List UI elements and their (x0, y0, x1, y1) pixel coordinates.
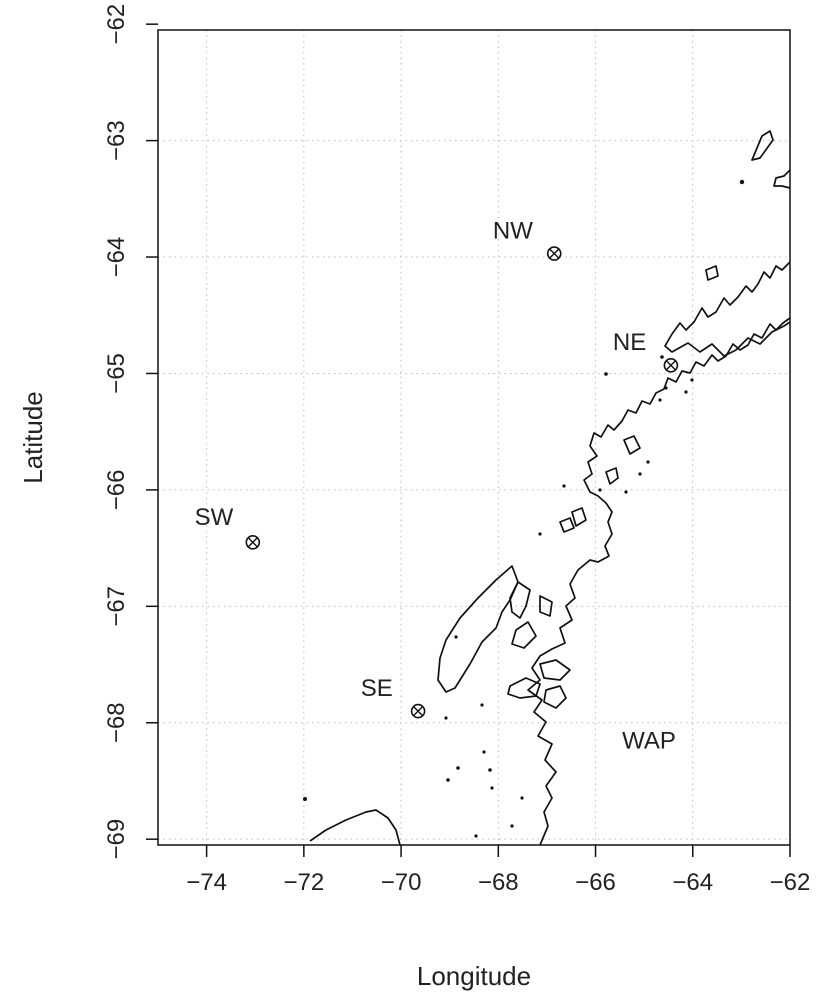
y-tick-label: −62 (103, 4, 130, 45)
y-tick-label: −67 (103, 586, 130, 627)
x-axis-ticks: −74 −72 −70 −68 −66 −64 −62 (186, 845, 810, 896)
y-axis-ticks: −62 −63 −64 −65 −66 −67 −68 −69 (103, 4, 158, 860)
islet-13 (480, 703, 484, 707)
islet-17 (482, 750, 486, 754)
site-marker-cross (665, 360, 676, 371)
antarctic-peninsula-coastline (303, 130, 791, 846)
y-tick-label: −68 (103, 702, 130, 743)
islet-24 (638, 472, 642, 476)
site-label-se: SE (361, 675, 393, 702)
y-tick-label: −63 (103, 120, 130, 161)
northern-island (751, 130, 774, 161)
x-tick-label: −66 (575, 869, 616, 896)
islet-25 (646, 460, 650, 464)
plot-frame (157, 29, 791, 846)
island-8 (623, 435, 641, 455)
island-3 (511, 621, 537, 649)
islet-1 (739, 179, 745, 185)
site-labels: NW NE SW SE (195, 217, 647, 702)
y-tick-label: −69 (103, 819, 130, 860)
y-tick-label: −64 (103, 237, 130, 278)
islet-14 (444, 716, 448, 720)
islet-8 (604, 372, 608, 376)
island-11 (705, 265, 719, 281)
islet-9 (562, 484, 566, 488)
site-marker-cross (247, 537, 258, 548)
islet-15 (446, 778, 450, 782)
islet-12 (490, 786, 494, 790)
island-2 (539, 595, 553, 617)
grid-lines (158, 30, 790, 845)
islet-21 (454, 635, 458, 639)
x-tick-label: −72 (283, 869, 324, 896)
islet-11 (488, 768, 492, 772)
x-tick-label: −64 (672, 869, 713, 896)
peninsula-west-coastline (527, 317, 791, 846)
islet-4 (664, 386, 668, 390)
site-label-sw: SW (195, 504, 234, 531)
islet-22 (598, 488, 602, 492)
island-9 (571, 507, 587, 527)
y-tick-label: −65 (103, 353, 130, 394)
islet-10 (538, 532, 542, 536)
islet-18 (520, 796, 524, 800)
island-4 (539, 659, 571, 681)
site-label-ne: NE (613, 329, 646, 356)
sampling-sites (245, 246, 679, 719)
site-marker-cross (549, 248, 560, 259)
islet-20 (474, 834, 478, 838)
region-label: WAP (622, 727, 676, 754)
islet-6 (684, 390, 688, 394)
x-tick-label: −74 (186, 869, 227, 896)
y-axis-title: Latitude (18, 391, 48, 484)
x-tick-label: −68 (478, 869, 519, 896)
islet-7 (690, 378, 694, 382)
x-tick-label: −62 (770, 869, 811, 896)
island-7 (605, 467, 619, 485)
island-6 (543, 685, 567, 709)
islet-19 (510, 824, 514, 828)
site-marker-sw (245, 534, 261, 550)
islet-16 (456, 766, 460, 770)
islet-5 (658, 398, 662, 402)
site-label-nw: NW (493, 217, 533, 244)
islet-3 (660, 355, 664, 359)
northern-coastline (773, 169, 791, 189)
site-marker-ne (663, 358, 679, 373)
southern-coastline (309, 809, 401, 846)
peninsula-east-coastline (664, 261, 791, 357)
islet-23 (624, 490, 628, 494)
island-10 (559, 517, 575, 533)
y-tick-label: −66 (103, 470, 130, 511)
islet-2 (303, 797, 307, 801)
x-axis-title: Longitude (417, 961, 531, 991)
island-5 (507, 677, 541, 699)
site-marker-nw (546, 246, 562, 261)
island-1 (509, 581, 531, 619)
site-marker-cross (412, 706, 424, 717)
site-marker-se (410, 703, 426, 719)
adelaide-island (437, 565, 519, 693)
x-tick-label: −70 (381, 869, 422, 896)
